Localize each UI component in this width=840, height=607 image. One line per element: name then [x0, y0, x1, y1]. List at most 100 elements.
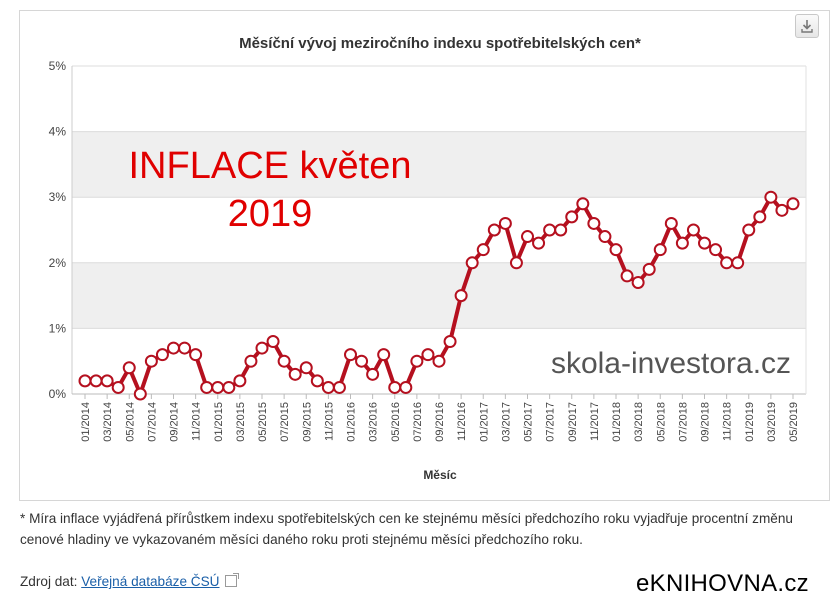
- inflation-annotation-line1: INFLACE květen: [129, 145, 412, 187]
- source-link[interactable]: Veřejná databáze ČSÚ: [81, 574, 220, 589]
- y-tick-label: 5%: [49, 59, 67, 73]
- x-tick-label: 01/2015: [213, 402, 225, 442]
- download-arrow-icon: [801, 20, 813, 33]
- data-point: [731, 256, 745, 270]
- data-point: [399, 380, 413, 394]
- x-tick-label: 07/2015: [279, 402, 291, 442]
- y-tick-label: 2%: [49, 256, 67, 270]
- data-point: [266, 335, 280, 349]
- data-point: [111, 380, 125, 394]
- data-point: [454, 289, 468, 303]
- data-point: [642, 262, 656, 276]
- x-tick-label: 11/2018: [722, 402, 734, 441]
- chart-container: [19, 10, 830, 501]
- x-tick-label: 01/2016: [346, 402, 358, 442]
- y-tick-label: 3%: [49, 190, 67, 204]
- data-point: [554, 223, 568, 237]
- data-point: [366, 367, 380, 381]
- data-point: [653, 243, 667, 257]
- x-tick-label: 05/2014: [124, 402, 136, 442]
- x-tick-label: 11/2014: [191, 402, 203, 441]
- data-point: [698, 236, 711, 250]
- x-tick-label: 05/2015: [257, 402, 269, 442]
- data-point: [631, 275, 645, 289]
- x-tick-label: 05/2016: [390, 402, 402, 442]
- data-point: [753, 210, 767, 224]
- x-tick-label: 01/2014: [80, 402, 92, 442]
- x-tick-label: 05/2017: [523, 402, 535, 442]
- data-point: [576, 197, 590, 211]
- data-point: [764, 190, 778, 204]
- x-tick-label: 07/2014: [146, 402, 158, 442]
- data-point: [786, 197, 800, 211]
- data-point: [532, 236, 546, 250]
- data-point: [498, 216, 512, 230]
- plot-band: [72, 131, 806, 198]
- footnote: * Míra inflace vyjádřená přírůstkem inde…: [20, 511, 793, 547]
- x-tick-label: 03/2017: [500, 402, 512, 442]
- data-point: [388, 380, 402, 394]
- x-tick-label: 07/2016: [412, 402, 424, 442]
- x-tick-label: 09/2018: [700, 402, 712, 442]
- x-tick-label: 09/2015: [301, 402, 313, 442]
- data-point: [222, 380, 236, 394]
- data-point: [133, 387, 147, 401]
- data-point: [620, 269, 634, 283]
- data-point: [344, 348, 357, 362]
- data-point: [410, 354, 424, 368]
- data-point: [476, 243, 490, 257]
- x-tick-label: 05/2018: [655, 402, 667, 442]
- data-point: [720, 256, 734, 270]
- x-tick-label: 01/2018: [611, 402, 623, 442]
- data-point: [664, 216, 678, 230]
- data-point: [310, 374, 324, 388]
- x-tick-label: 11/2015: [323, 402, 335, 441]
- data-point: [200, 380, 214, 394]
- x-tick-label: 03/2018: [633, 402, 645, 442]
- data-point: [178, 341, 192, 355]
- data-point: [277, 354, 291, 368]
- data-point: [89, 374, 103, 388]
- x-tick-label: 03/2015: [235, 402, 247, 442]
- x-tick-label: 07/2018: [677, 402, 689, 442]
- data-point: [122, 361, 136, 375]
- x-tick-label: 03/2014: [102, 402, 114, 442]
- chart-title: Měsíční vývoj meziročního indexu spotřeb…: [239, 35, 641, 52]
- data-point: [742, 223, 756, 237]
- data-point: [775, 203, 789, 217]
- x-tick-label: 01/2019: [744, 402, 756, 442]
- data-point: [244, 354, 258, 368]
- data-point: [443, 335, 457, 349]
- data-point: [332, 380, 346, 394]
- watermark-text: skola-investora.cz: [551, 347, 791, 380]
- source-label: Zdroj dat:: [20, 574, 78, 589]
- data-source: Zdroj dat: Veřejná databáze ČSÚ: [20, 573, 239, 589]
- data-point: [233, 374, 247, 388]
- x-tick-label: 09/2014: [169, 402, 181, 442]
- data-point: [686, 223, 700, 237]
- data-point: [321, 380, 335, 394]
- x-tick-label: 11/2016: [456, 402, 468, 441]
- data-point: [465, 256, 479, 270]
- data-point: [565, 210, 579, 224]
- data-point: [709, 243, 723, 257]
- data-point: [521, 230, 534, 244]
- y-tick-label: 1%: [49, 321, 67, 335]
- external-link-icon: [224, 573, 239, 587]
- download-icon[interactable]: [795, 14, 819, 38]
- data-point: [255, 341, 269, 355]
- x-tick-label: 07/2017: [545, 402, 557, 442]
- data-point: [509, 256, 523, 270]
- data-point: [211, 380, 225, 394]
- x-tick-label: 11/2017: [589, 402, 601, 441]
- x-tick-label: 03/2019: [766, 402, 778, 442]
- data-point: [675, 236, 689, 250]
- data-point: [189, 348, 203, 362]
- brand-logo: eKNIHOVNA.cz: [636, 570, 809, 597]
- data-point: [587, 216, 601, 230]
- data-point: [421, 348, 435, 362]
- data-point: [598, 230, 612, 244]
- plot-band: [72, 262, 806, 329]
- y-tick-label: 0%: [49, 387, 67, 401]
- data-point: [543, 223, 557, 237]
